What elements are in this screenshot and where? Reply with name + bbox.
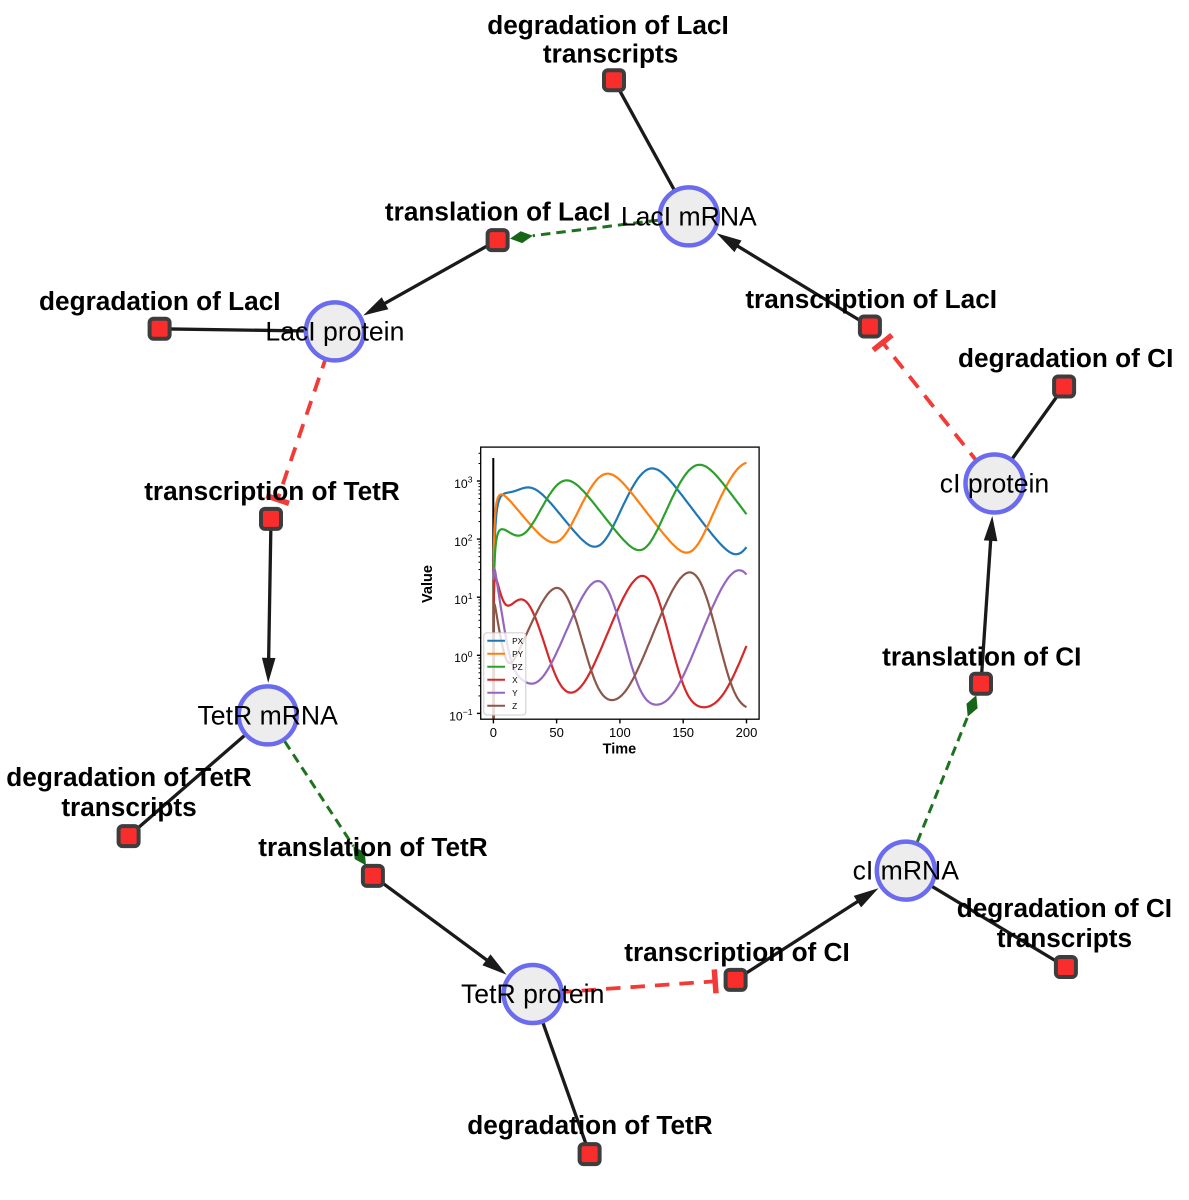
svg-text:translation of CI: translation of CI: [882, 642, 1081, 672]
svg-text:degradation of LacI: degradation of LacI: [487, 10, 729, 40]
svg-text:translation of TetR: translation of TetR: [258, 832, 487, 862]
svg-text:TetR mRNA: TetR mRNA: [198, 700, 339, 730]
svg-text:Y: Y: [512, 688, 518, 698]
svg-text:0: 0: [490, 725, 497, 740]
svg-text:translation of LacI: translation of LacI: [385, 197, 611, 227]
svg-text:transcripts: transcripts: [543, 39, 678, 69]
svg-text:transcription of TetR: transcription of TetR: [144, 476, 400, 506]
svg-text:degradation of CI: degradation of CI: [958, 343, 1173, 373]
svg-text:TetR protein: TetR protein: [461, 979, 604, 1009]
svg-text:degradation of LacI: degradation of LacI: [39, 286, 281, 316]
svg-text:150: 150: [672, 725, 694, 740]
svg-text:PZ: PZ: [512, 662, 523, 672]
svg-text:degradation of TetR: degradation of TetR: [467, 1110, 712, 1140]
svg-text:LacI mRNA: LacI mRNA: [621, 201, 757, 231]
svg-text:transcripts: transcripts: [997, 923, 1132, 953]
svg-text:Time: Time: [603, 741, 637, 757]
svg-text:transcripts: transcripts: [61, 792, 196, 822]
svg-text:100: 100: [609, 725, 631, 740]
svg-text:PX: PX: [512, 636, 524, 646]
svg-text:200: 200: [736, 725, 758, 740]
svg-text:cI mRNA: cI mRNA: [853, 856, 960, 886]
svg-text:transcription of CI: transcription of CI: [624, 937, 850, 967]
svg-text:PY: PY: [512, 649, 524, 659]
svg-text:degradation of TetR: degradation of TetR: [6, 762, 251, 792]
svg-text:cI protein: cI protein: [940, 469, 1049, 499]
svg-text:degradation of CI: degradation of CI: [957, 893, 1172, 923]
svg-text:transcription of LacI: transcription of LacI: [745, 284, 997, 314]
svg-text:Value: Value: [420, 565, 436, 603]
svg-text:50: 50: [549, 725, 563, 740]
svg-text:X: X: [512, 675, 518, 685]
svg-text:Z: Z: [512, 701, 517, 711]
svg-text:LacI protein: LacI protein: [265, 316, 404, 346]
